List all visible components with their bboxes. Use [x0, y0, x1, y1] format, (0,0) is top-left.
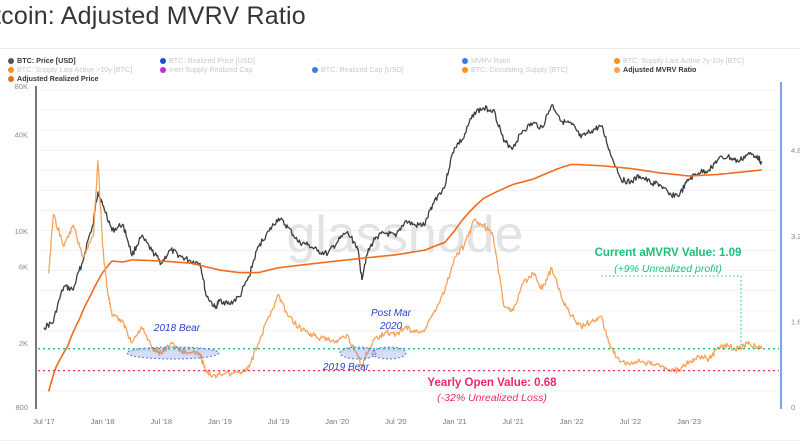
left-tick-label: 80K: [15, 82, 28, 91]
legend-label: BTC: Price [USD]: [17, 56, 76, 65]
right-tick-label: 1.6: [791, 317, 800, 326]
legend-label: MVRV Ratio: [471, 56, 511, 65]
legend-item-circulating-supply[interactable]: BTC: Circulating Supply [BTC]: [462, 65, 568, 74]
legend-item-mvrv-ratio[interactable]: MVRV Ratio: [462, 56, 510, 65]
annotation-text: 2019 Bear: [322, 362, 370, 373]
right-tick-label: 4.8: [791, 146, 800, 155]
left-tick-label: 6K: [19, 263, 28, 272]
bear-period-highlight: [339, 346, 377, 360]
legend-item-adjusted-mvrv[interactable]: Adjusted MVRV Ratio: [614, 65, 696, 74]
legend-item-supply-10y[interactable]: BTC: Supply Last Active >10y [BTC]: [8, 65, 132, 74]
legend-dot-icon: [8, 66, 14, 73]
x-tick-label: Jul '20: [385, 417, 406, 426]
page-title: tcoin: Adjusted MVRV Ratio: [0, 2, 306, 30]
legend-item-supply-7y-10y[interactable]: BTC: Supply Last Active 7y-10y [BTC]: [614, 56, 744, 65]
legend-item-adjusted-realized-price[interactable]: Adjusted Realized Price: [8, 74, 98, 83]
legend-dot-icon: [160, 57, 166, 64]
x-tick-label: Jan '18: [91, 417, 115, 426]
legend-dot-icon: [8, 75, 14, 82]
legend-item-realized-cap[interactable]: BTC: Realized Cap [USD]: [312, 65, 404, 74]
legend-item-dash[interactable]: -: [317, 56, 319, 65]
legend-dot-icon: [160, 66, 166, 73]
legend-label: Adjusted MVRV Ratio: [623, 65, 697, 74]
annotation-text: (+9% Unrealized profit): [614, 263, 722, 275]
current-value-connector: [601, 275, 742, 349]
series-line-adjusted-mvrv-ratio: [48, 160, 763, 379]
legend-dot-icon: [8, 57, 14, 64]
x-tick-label: Jul '21: [502, 417, 523, 426]
x-tick-label: Jan '19: [208, 417, 232, 426]
grid-lines: [40, 89, 777, 392]
bear-period-highlight: [371, 346, 407, 360]
x-tick-label: Jul '18: [151, 417, 172, 426]
right-tick-label: 0: [791, 403, 795, 412]
legend-label: -: [317, 56, 320, 65]
left-tick-label: 10K: [15, 227, 28, 236]
x-tick-label: Jan '23: [677, 417, 701, 426]
chart-legend: BTC: Price [USD] BTC: Realized Price [US…: [0, 52, 800, 88]
x-tick-label: Jul '17: [33, 417, 54, 426]
annotation-text: Post Mar: [371, 308, 412, 319]
annotation-text: Current aMVRV Value: 1.09: [595, 247, 742, 259]
legend-item-btc-price[interactable]: BTC: Price [USD]: [8, 56, 76, 65]
legend-label: BTC: Realized Price [USD]: [169, 56, 255, 65]
legend-label: Inert Supply Realized Cap: [169, 65, 253, 74]
legend-item-realized-price[interactable]: BTC: Realized Price [USD]: [160, 56, 255, 65]
x-tick-label: Jan '20: [325, 417, 349, 426]
bear-period-highlight: [126, 346, 220, 360]
annotation-text: 2020: [379, 321, 403, 332]
right-tick-label: 3.2: [791, 232, 800, 241]
legend-label: BTC: Circulating Supply [BTC]: [471, 65, 568, 74]
legend-label: BTC: Supply Last Active 7y-10y [BTC]: [623, 56, 745, 65]
annotation-text: (-32% Unrealized Loss): [437, 392, 547, 404]
x-tick-label: Jul '22: [620, 417, 641, 426]
watermark-text: glassnode: [286, 206, 523, 264]
footer-divider: [0, 440, 800, 441]
legend-dot-icon: [312, 66, 318, 73]
legend-dot-icon: [462, 66, 468, 73]
x-tick-label: Jan '21: [443, 417, 467, 426]
legend-dot-icon: [462, 57, 468, 64]
x-tick-label: Jan '22: [560, 417, 584, 426]
annotation-text: Yearly Open Value: 0.68: [427, 377, 557, 389]
left-tick-label: 800: [15, 403, 28, 412]
header-divider: [0, 48, 800, 49]
legend-dot-icon: [614, 57, 620, 64]
series-line-adjusted-realized-price: [47, 163, 762, 392]
legend-label: BTC: Supply Last Active >10y [BTC]: [17, 65, 133, 74]
legend-label: Adjusted Realized Price: [17, 74, 99, 83]
x-tick-label: Jul '19: [268, 417, 289, 426]
annotation-text: 2018 Bear: [153, 323, 201, 334]
left-tick-label: 2K: [19, 339, 28, 348]
legend-item-inert-supply[interactable]: Inert Supply Realized Cap: [160, 65, 253, 74]
legend-dot-icon: [614, 66, 620, 73]
left-tick-label: 40K: [15, 130, 28, 139]
legend-label: BTC: Realized Cap [USD]: [321, 65, 404, 74]
